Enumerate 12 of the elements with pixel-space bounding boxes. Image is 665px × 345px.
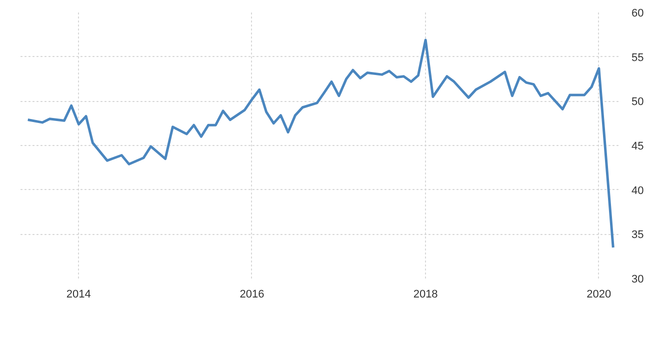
y-tick-label: 50	[632, 96, 644, 108]
y-tick-label: 55	[632, 52, 644, 64]
x-tick-label: 2016	[240, 288, 264, 300]
y-tick-label: 30	[632, 274, 644, 286]
y-tick-label: 45	[632, 140, 644, 152]
x-tick-label: 2020	[586, 288, 612, 300]
x-tick-label: 2014	[66, 288, 91, 300]
y-tick-label: 40	[632, 184, 644, 197]
y-tick-label: 60	[632, 8, 644, 20]
x-tick-label: 2018	[413, 288, 438, 300]
y-tick-label: 35	[632, 229, 644, 242]
line-series	[26, 38, 614, 249]
